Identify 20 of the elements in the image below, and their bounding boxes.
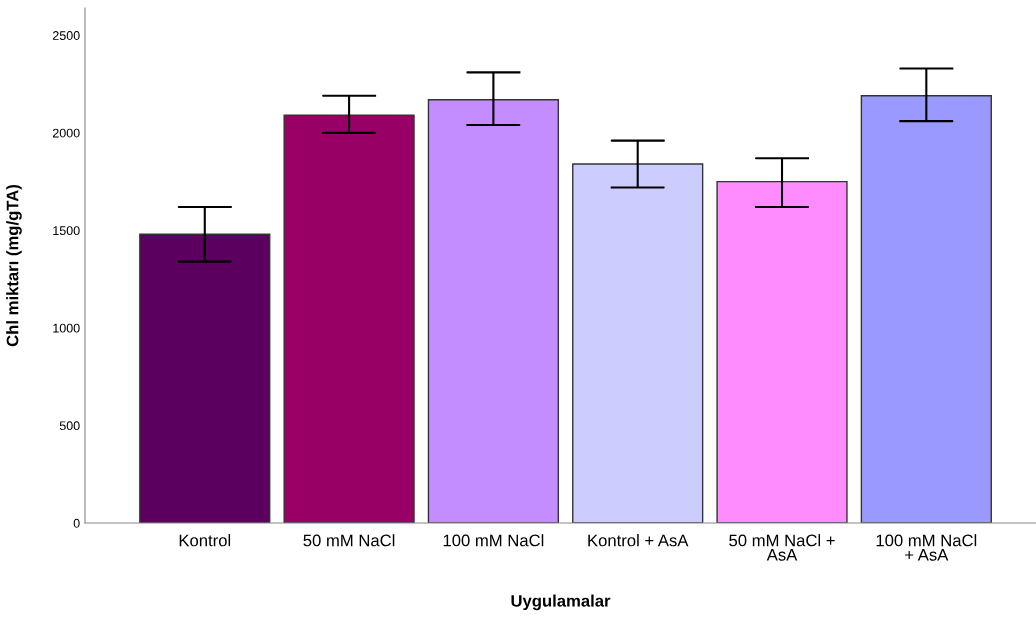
x-axis-title: Uygulamalar xyxy=(511,594,611,611)
bar xyxy=(572,163,704,523)
y-tick-label: 500 xyxy=(59,421,80,431)
y-tick-label: 1500 xyxy=(53,226,80,236)
x-tick-label: Kontrol + AsA xyxy=(588,534,689,547)
bar xyxy=(427,98,560,523)
x-tick-label: 100 mM NaCl xyxy=(443,534,544,547)
y-tick-label: 2500 xyxy=(52,31,80,40)
y-axis-title: Chl miktarı (mg/gTA) xyxy=(6,184,22,347)
bar xyxy=(283,114,415,523)
y-tick-label: 1000 xyxy=(53,323,80,333)
x-tick-label: 100 mM NaCl + AsA xyxy=(876,534,977,561)
y-tick-label: 2000 xyxy=(52,128,80,138)
bar xyxy=(139,233,271,523)
x-tick-label: 50 mM NaCl xyxy=(303,534,395,547)
y-tick-label: 0 xyxy=(73,518,80,528)
x-tick-label: Kontrol xyxy=(179,534,231,547)
x-tick-label: 50 mM NaCl + AsA xyxy=(729,534,835,561)
bar xyxy=(860,95,992,523)
bar xyxy=(716,180,848,523)
